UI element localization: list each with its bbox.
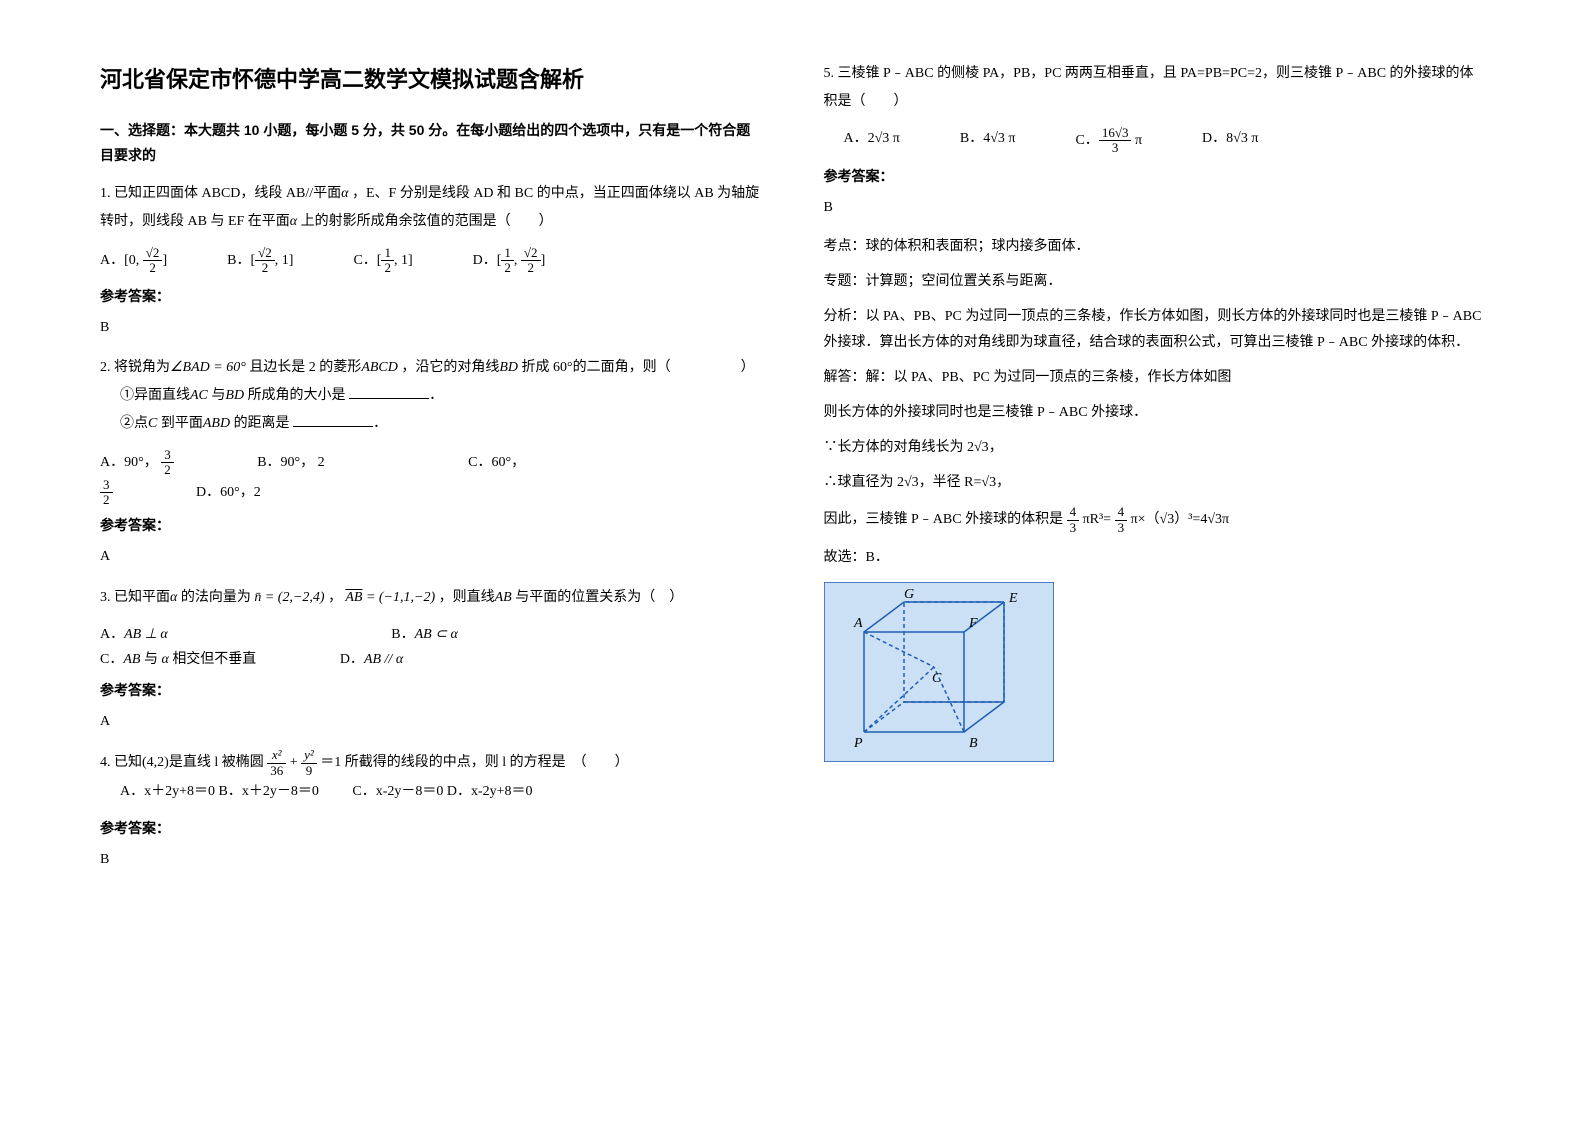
blank-2 [293,426,373,427]
q3-option-b: B．AB ⊂ α [391,627,458,642]
blank-1 [349,398,429,399]
q1-answer-label: 参考答案： [100,284,764,309]
cuboid-svg: P B A F G E C [824,582,1054,762]
q2-option-a: A．90°， 32 [100,455,174,470]
q5-option-a: A．2√3 π [844,126,900,156]
q5-answer-label: 参考答案： [824,164,1488,189]
label-G: G [904,587,914,602]
q3-answer: A [100,709,764,734]
q3-option-d: D．AB // α [340,652,403,667]
q1-text-a: 1. 已知正四面体 ABCD，线段 AB//平面 [100,186,341,201]
q5-option-c: C．16√33 π [1075,126,1142,156]
q3-option-c: C．AB 与 α 相交但不垂直 [100,652,256,667]
left-column: 河北省保定市怀德中学高二数学文模拟试题含解析 一、选择题：本大题共 10 小题，… [100,60,764,886]
q2-text-d: 折成 60°的二面角，则（ ） [522,360,755,375]
q5-line1: 考点：球的体积和表面积；球内接多面体． [824,234,1488,259]
label-F: F [968,616,978,631]
q2-text-b: 且边长是 2 的菱形 [249,360,361,375]
q2-option-d: D．60°，2 [196,485,261,500]
right-column: 5. 三棱锥 P﹣ABC 的侧棱 PA，PB，PC 两两互相垂直，且 PA=PB… [824,60,1488,886]
bd: BD [499,360,518,375]
label-B: B [969,736,978,751]
q1-option-a: A．[0, √22] [100,246,167,276]
q4-options: A．x＋2y+8＝0 B．x＋2y－8＝0 C．x-2y－8＝0 D．x-2y+… [120,778,764,806]
label-E: E [1008,591,1018,606]
alpha-symbol: α [290,214,297,229]
q5-line3: 分析：以 PA、PB、PC 为过同一顶点的三条棱，作长方体如图，则长方体的外接球… [824,304,1488,354]
q2-option-c-frac: 32 [100,478,113,508]
label-A: A [853,616,863,631]
q5-answer: B [824,195,1488,220]
question-3: 3. 已知平面α 的法向量为 n̄ = (2,−2,4) ， AB = (−1,… [100,584,764,612]
question-1: 1. 已知正四面体 ABCD，线段 AB//平面α ，E、F 分别是线段 AD … [100,180,764,236]
q2-text-c: ，沿它的对角线 [401,360,499,375]
q2-answer: A [100,544,764,569]
q3-options: A．AB ⊥ α B．AB ⊂ α C．AB 与 α 相交但不垂直 D．AB /… [100,622,764,672]
label-P: P [853,736,863,751]
q1-option-b: B．[√22, 1] [227,246,293,276]
q5-line8: 因此，三棱锥 P﹣ABC 外接球的体积是 43 πR³= 43 π×（√3）³=… [824,505,1488,535]
q4-answer-label: 参考答案： [100,816,764,841]
q2-sub1: ①异面直线AC 与BD 所成角的大小是 ． [120,382,764,410]
angle-bad: ∠BAD = 60° [170,360,246,375]
document-title: 河北省保定市怀德中学高二数学文模拟试题含解析 [100,60,764,100]
q1-answer: B [100,315,764,340]
q5-line2: 专题：计算题；空间位置关系与距离． [824,269,1488,294]
q1-option-d: D．[12, √22] [473,246,546,276]
question-2: 2. 将锐角为∠BAD = 60° 且边长是 2 的菱形ABCD ，沿它的对角线… [100,354,764,438]
q4-option-d: D．x-2y+8＝0 [447,784,533,799]
q5-option-b: B．4√3 π [960,126,1016,156]
q1-options: A．[0, √22] B．[√22, 1] C．[12, 1] D．[12, √… [100,246,764,276]
abcd: ABCD [361,360,398,375]
section-1-heading: 一、选择题：本大题共 10 小题，每小题 5 分，共 50 分。在每小题给出的四… [100,118,764,168]
q5-line5: 则长方体的外接球同时也是三棱锥 P﹣ABC 外接球． [824,400,1488,425]
q2-options: A．90°， 32 B．90°， 2 C．60°， 32 D．60°，2 [100,448,764,507]
q3-option-a: A．AB ⊥ α [100,627,168,642]
q4-option-a: A．x＋2y+8＝0 [120,784,215,799]
q5-line6: ∵长方体的对角线长为 2√3， [824,435,1488,460]
q1-text-c: 上的射影所成角余弦值的范围是（ ） [301,214,553,229]
label-C: C [932,671,942,686]
q2-sub2: ②点C 到平面ABD 的距离是 ． [120,410,764,438]
cuboid-diagram: P B A F G E C [824,582,1488,771]
q5-option-d: D．8√3 π [1202,126,1258,156]
q3-answer-label: 参考答案： [100,678,764,703]
q5-line4: 解答：解：以 PA、PB、PC 为过同一顶点的三条棱，作长方体如图 [824,365,1488,390]
q2-text-a: 2. 将锐角为 [100,360,170,375]
q2-option-c: C．60°， [468,455,525,470]
q4-answer: B [100,847,764,872]
q2-option-b: B．90°， 2 [257,455,324,470]
q5-options: A．2√3 π B．4√3 π C．16√33 π D．8√3 π [844,126,1488,156]
q2-answer-label: 参考答案： [100,513,764,538]
question-5: 5. 三棱锥 P﹣ABC 的侧棱 PA，PB，PC 两两互相垂直，且 PA=PB… [824,60,1488,116]
q1-option-c: C．[12, 1] [353,246,412,276]
question-4: 4. 已知(4,2)是直线 l 被椭圆 x²36 + y²9 ＝1 所截得的线段… [100,748,764,806]
q5-line7: ∴球直径为 2√3，半径 R=√3， [824,470,1488,495]
q4-option-c: C．x-2y－8＝0 [352,784,443,799]
q5-line9: 故选：B． [824,545,1488,570]
alpha-symbol: α [341,186,348,201]
q4-option-b: B．x＋2y－8＝0 [219,784,319,799]
